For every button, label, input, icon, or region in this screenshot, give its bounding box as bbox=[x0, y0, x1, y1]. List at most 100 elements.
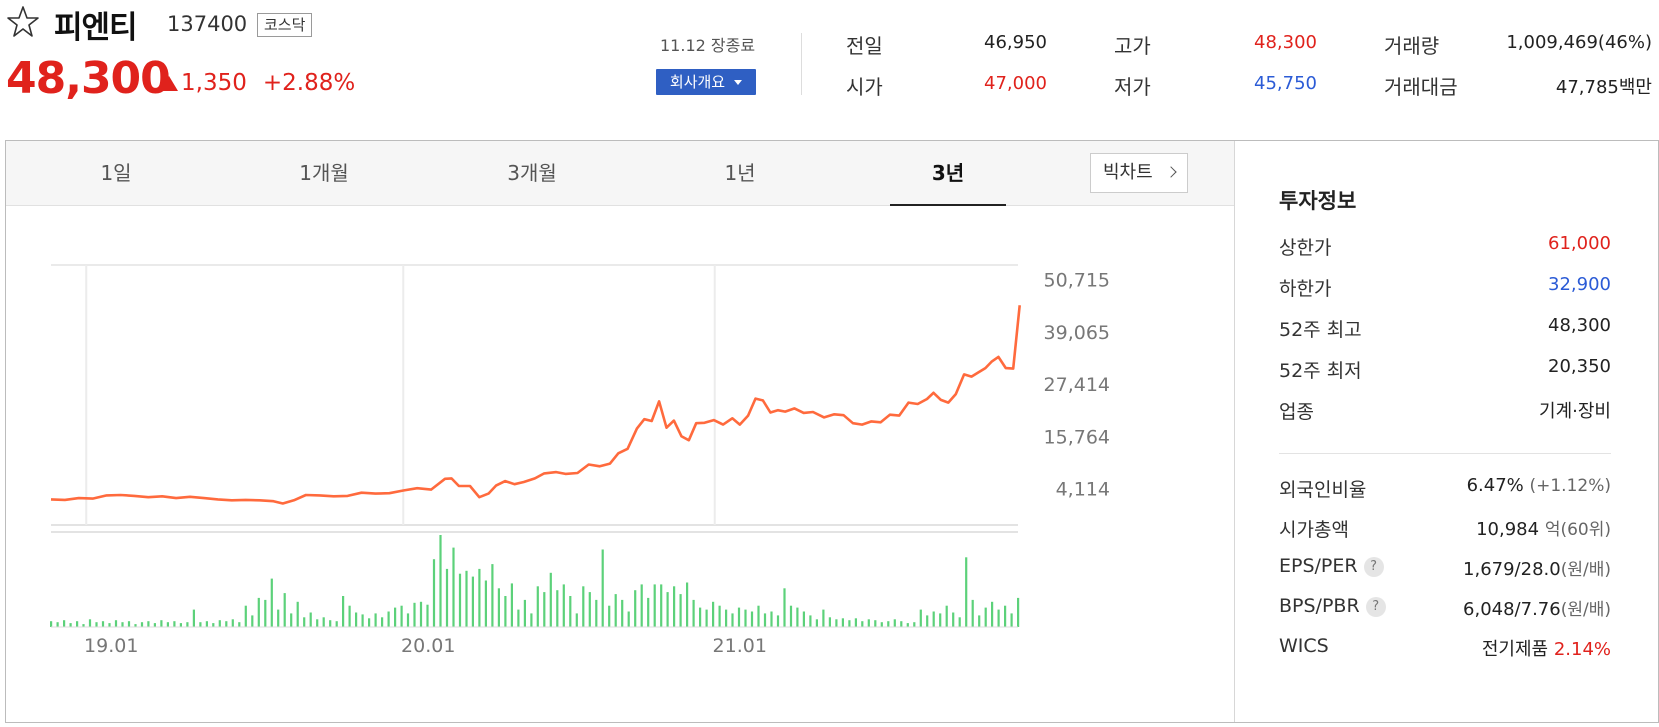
chart-panel: 1일 1개월 3개월 1년 3년 빅차트 50,715 39,065 27,414 1… bbox=[5, 140, 1659, 723]
volume-bar bbox=[867, 619, 870, 627]
volume-bar bbox=[387, 611, 390, 627]
volume-bar bbox=[238, 622, 241, 627]
volume-bar bbox=[303, 617, 306, 627]
volume-bar bbox=[848, 620, 851, 627]
tab-3year[interactable]: 3년 bbox=[890, 141, 1006, 206]
volume-bar bbox=[770, 611, 773, 627]
volume-bar bbox=[530, 613, 533, 627]
big-chart-button[interactable]: 빅차트 bbox=[1090, 153, 1188, 193]
volume-bar bbox=[127, 621, 131, 627]
change-percent: +2.88% bbox=[262, 70, 356, 96]
market-cap-rank: (60위) bbox=[1560, 520, 1611, 540]
volume-bar bbox=[997, 609, 1000, 627]
volume-bar bbox=[887, 621, 890, 627]
volume-bar bbox=[919, 609, 922, 627]
volume-bar bbox=[686, 582, 689, 627]
change-amount: 1,350 bbox=[181, 70, 247, 96]
volume-bar bbox=[199, 622, 202, 627]
y-tick-label: 39,065 bbox=[1044, 322, 1110, 344]
volume-bar bbox=[984, 607, 987, 627]
volume-bar bbox=[854, 618, 857, 627]
volume-bar bbox=[374, 613, 377, 627]
company-overview-button[interactable]: 회사개요 bbox=[656, 69, 756, 95]
market-cap-label: 시가총액 bbox=[1279, 519, 1349, 541]
volume-bar bbox=[971, 599, 974, 627]
volume-bar bbox=[796, 607, 799, 627]
price-chart[interactable]: 50,715 39,065 27,414 15,764 4,114 19.01 20.01 2… bbox=[6, 207, 1234, 722]
volume-bar bbox=[166, 622, 169, 627]
volume-label: 거래량 bbox=[1384, 34, 1440, 58]
volume-bar bbox=[802, 611, 805, 627]
upper-limit-label: 상한가 bbox=[1279, 237, 1332, 259]
volume-bar bbox=[705, 609, 708, 627]
volume-bar bbox=[809, 615, 812, 627]
volume-bar bbox=[1004, 605, 1007, 627]
low-value: 45,750 bbox=[1254, 73, 1317, 94]
volume-bar bbox=[471, 576, 474, 627]
volume-bar bbox=[744, 609, 747, 627]
volume-bar bbox=[712, 601, 715, 627]
tab-1month[interactable]: 1개월 bbox=[299, 161, 349, 185]
star-icon[interactable] bbox=[6, 5, 40, 39]
volume-bar bbox=[192, 609, 195, 627]
amount-unit: 백만 bbox=[1618, 77, 1652, 98]
prev-close-label: 전일 bbox=[846, 34, 883, 58]
volume-bar bbox=[140, 622, 144, 627]
volume-bar bbox=[205, 621, 208, 627]
x-tick-label: 21.01 bbox=[713, 635, 767, 657]
wics-row: WICS 전기제품 2.14% bbox=[1279, 635, 1611, 665]
lower-limit-row: 하한가 32,900 bbox=[1279, 274, 1611, 304]
volume-bar bbox=[913, 622, 916, 627]
eps-per-label: EPS/PER? bbox=[1279, 555, 1384, 577]
volume-bar bbox=[679, 594, 682, 627]
lower-limit-label: 하한가 bbox=[1279, 278, 1332, 300]
volume-bar bbox=[173, 621, 176, 627]
volume-bar bbox=[251, 615, 254, 627]
wics-label: WICS bbox=[1279, 635, 1329, 657]
volume-bar bbox=[458, 573, 462, 627]
tab-1year[interactable]: 1년 bbox=[724, 161, 756, 185]
volume-bar bbox=[614, 594, 617, 627]
volume-bar bbox=[608, 605, 611, 627]
volume-bar bbox=[699, 607, 702, 627]
bps-pbr-label: BPS/PBR? bbox=[1279, 595, 1386, 617]
volume-bar bbox=[906, 623, 909, 627]
open-label: 시가 bbox=[846, 75, 883, 99]
volume-bar bbox=[945, 605, 948, 627]
volume-bar bbox=[647, 597, 650, 627]
eps-per-label-text: EPS/PER bbox=[1279, 555, 1358, 577]
wics-sector[interactable]: 전기제품 bbox=[1481, 639, 1549, 660]
volume-bar bbox=[835, 619, 838, 627]
stock-name: 피엔티 bbox=[54, 10, 138, 46]
volume-bar bbox=[186, 622, 189, 627]
volume-bar bbox=[939, 613, 942, 627]
volume-bar bbox=[108, 623, 111, 627]
volume-bar bbox=[789, 605, 793, 627]
volume-bar bbox=[277, 609, 280, 627]
x-tick-label: 19.01 bbox=[84, 635, 138, 657]
tab-3month[interactable]: 3개월 bbox=[507, 161, 557, 185]
tab-1day[interactable]: 1일 bbox=[100, 161, 132, 185]
volume-bar bbox=[828, 617, 831, 627]
company-overview-label: 회사개요 bbox=[669, 73, 726, 91]
volume-bar bbox=[718, 605, 721, 627]
wics-change: 2.14% bbox=[1553, 639, 1611, 660]
volume-bar bbox=[309, 612, 312, 627]
volume-bar bbox=[653, 584, 656, 627]
volume-bar bbox=[478, 568, 481, 627]
amount-value: 47,785백만 bbox=[1480, 73, 1652, 99]
volume-bar bbox=[666, 592, 669, 627]
volume-bar bbox=[270, 578, 273, 627]
chart-area: 1일 1개월 3개월 1년 3년 빅차트 50,715 39,065 27,414 1… bbox=[6, 141, 1234, 722]
volume-bar bbox=[776, 615, 780, 627]
help-icon[interactable]: ? bbox=[1365, 597, 1386, 617]
help-icon[interactable]: ? bbox=[1363, 557, 1384, 577]
foreign-ratio-change: (+1.12%) bbox=[1529, 476, 1611, 496]
high-value: 48,300 bbox=[1254, 32, 1317, 53]
sector-row: 업종 기계·장비 bbox=[1279, 397, 1611, 427]
sector-value[interactable]: 기계·장비 bbox=[1539, 401, 1611, 422]
volume-bar bbox=[361, 614, 364, 627]
high-52w-row: 52주 최고 48,300 bbox=[1279, 315, 1611, 345]
volume-bar bbox=[491, 564, 494, 627]
volume-bar bbox=[432, 559, 436, 627]
